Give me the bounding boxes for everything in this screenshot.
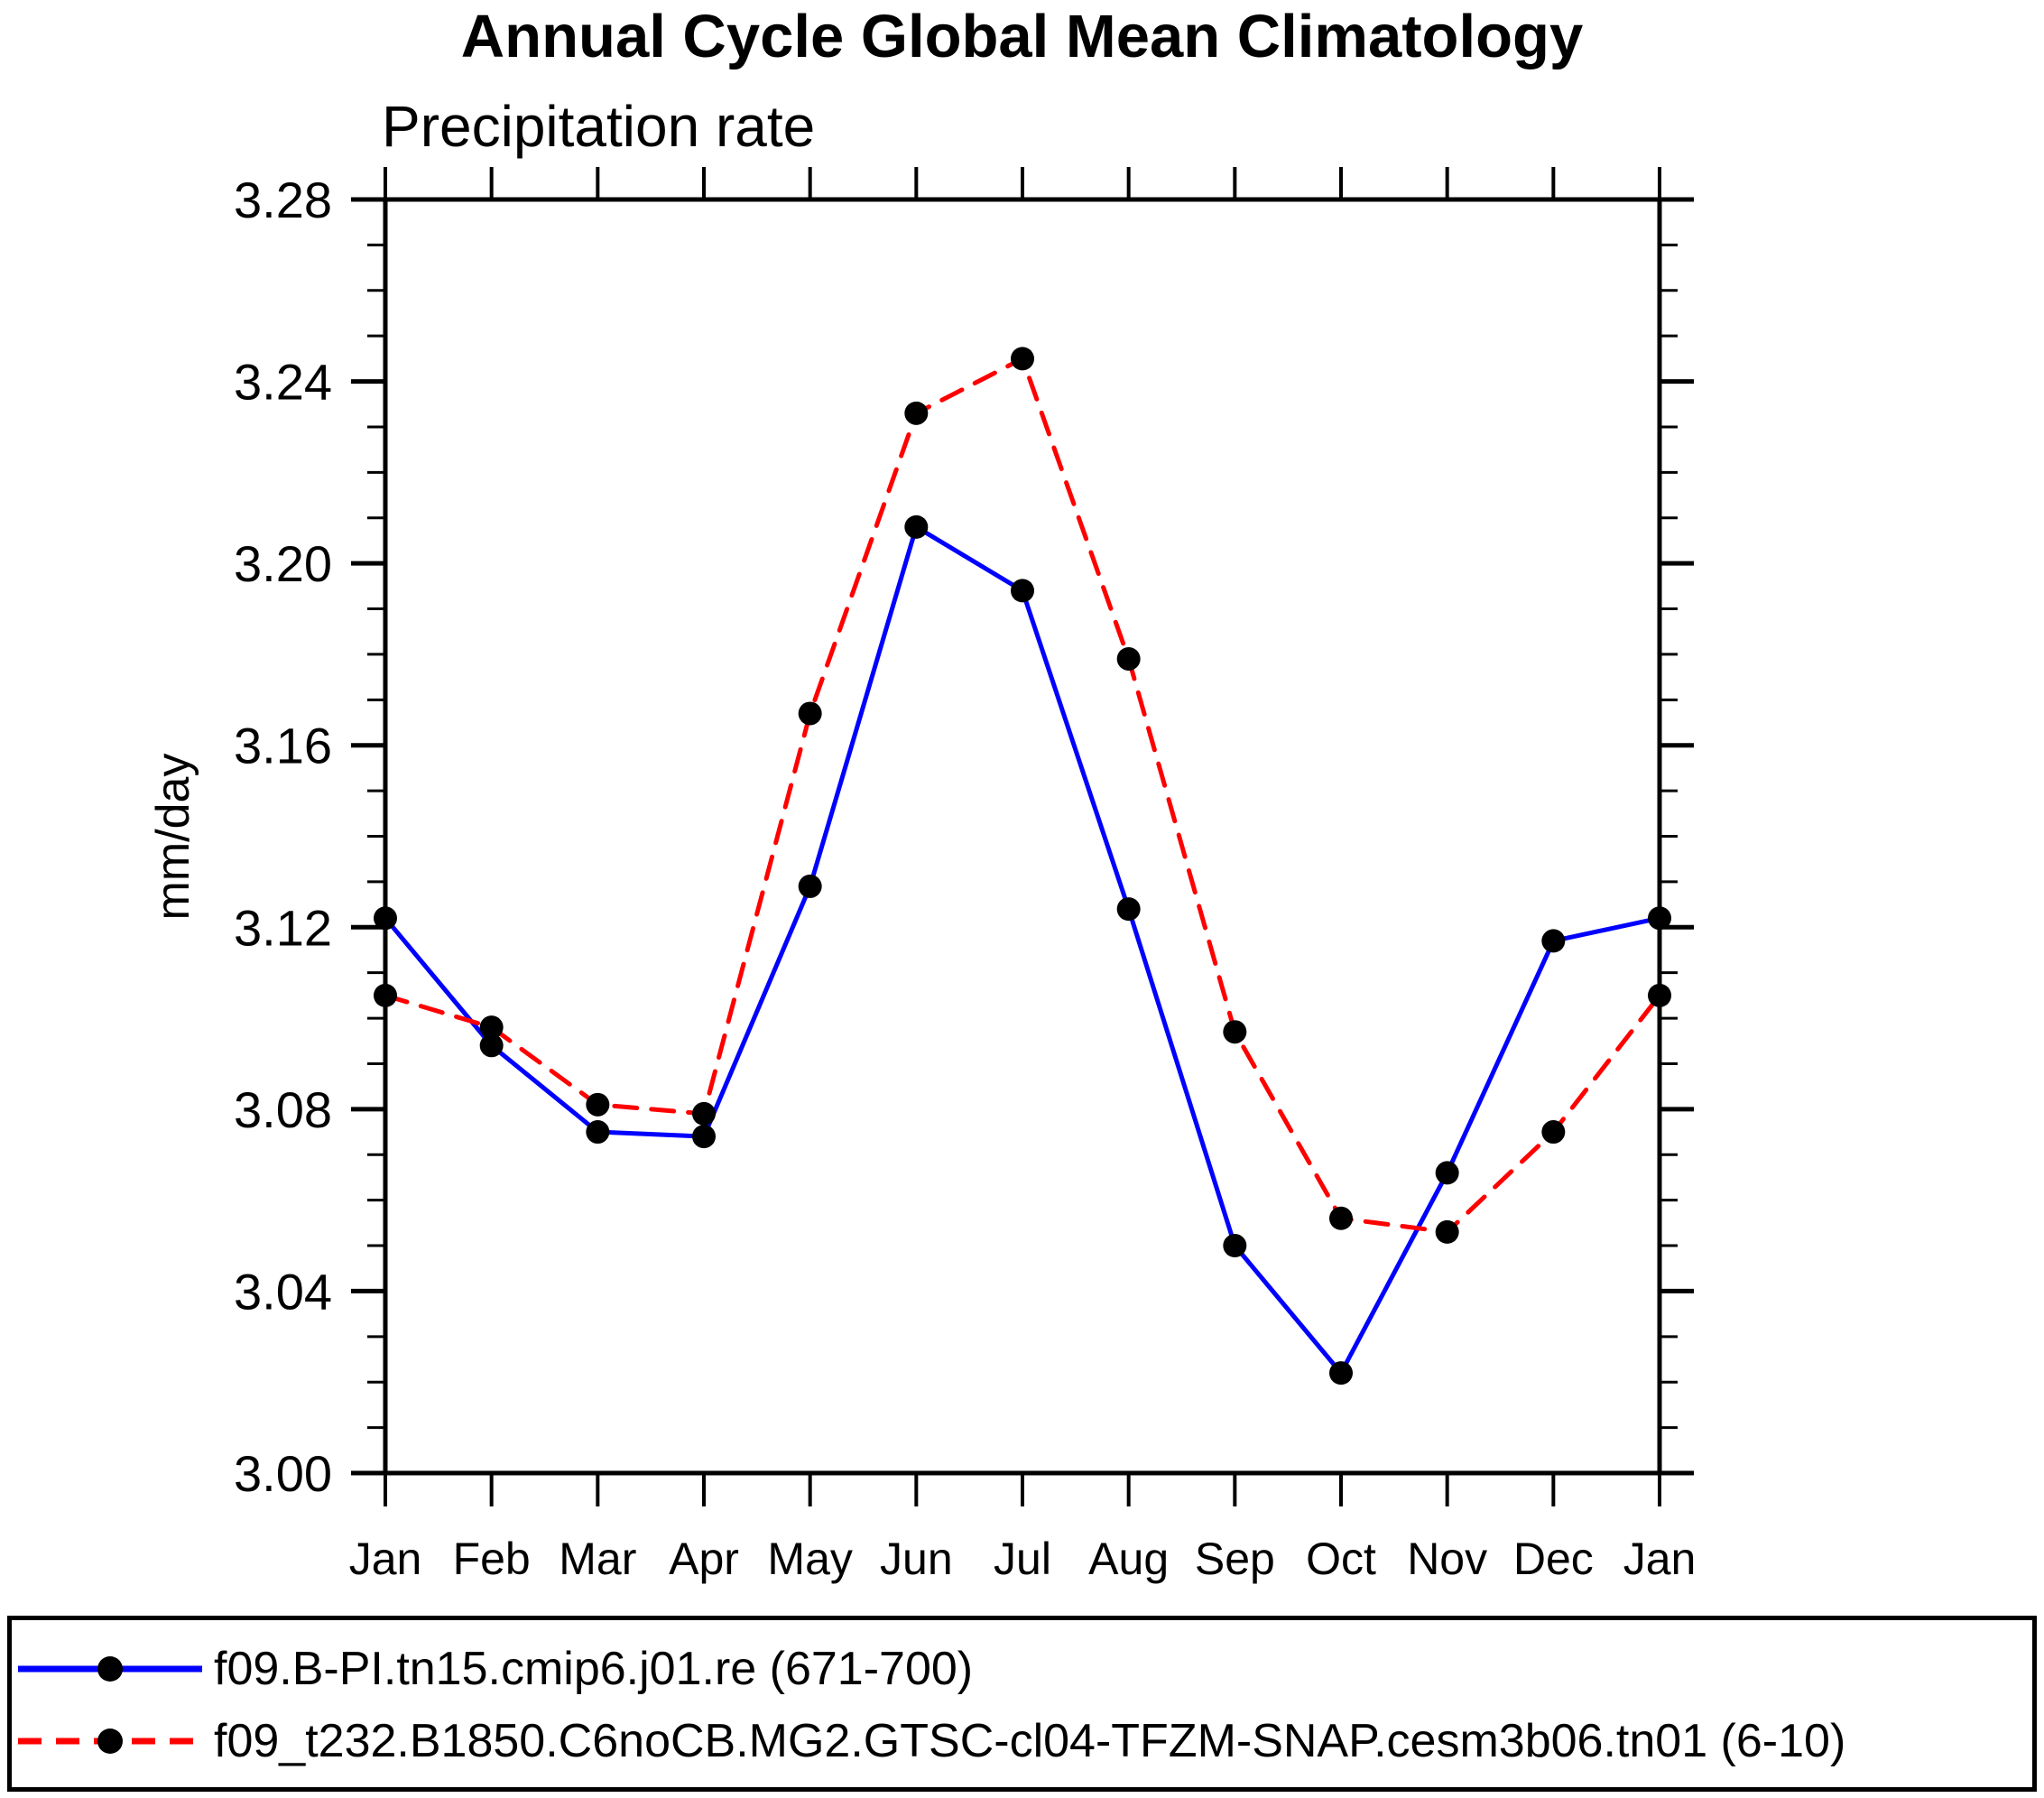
y-tick-label: 3.04: [234, 1263, 332, 1320]
legend-row-blue: f09.B-PI.tn15.cmip6.j01.re (671-700): [12, 1643, 974, 1695]
x-tick-label: Jan: [1623, 1534, 1697, 1584]
data-point-marker: [692, 1101, 716, 1126]
y-tick-label: 3.00: [234, 1445, 332, 1502]
data-point-marker: [586, 1092, 610, 1117]
data-point-marker: [374, 906, 397, 931]
data-point-marker: [1223, 1020, 1247, 1044]
data-point-marker: [1011, 347, 1034, 371]
x-tick-label: Nov: [1407, 1534, 1487, 1584]
legend-line-sample-blue: [18, 1656, 202, 1682]
legend-row-red: f09_t232.B1850.C6noCB.MG2.GTSC-cl04-TFZM…: [12, 1715, 1846, 1767]
data-point-marker: [1223, 1234, 1247, 1258]
data-point-marker: [798, 701, 822, 726]
page-title: Annual Cycle Global Mean Climatology: [460, 3, 1584, 70]
y-tick-label: 3.08: [234, 1081, 332, 1138]
series-line-red: [383, 356, 1662, 1235]
data-point-marker: [1011, 579, 1034, 603]
data-point-marker: [1329, 1361, 1353, 1386]
x-tick-label: Aug: [1088, 1534, 1169, 1584]
x-tick-label: Feb: [453, 1534, 531, 1584]
data-point-marker: [479, 1015, 504, 1040]
data-point-marker: [1541, 1120, 1566, 1145]
y-tick-label: 3.16: [234, 718, 332, 774]
legend-line-sample-red: [18, 1728, 202, 1754]
data-point-marker: [479, 1033, 504, 1058]
data-point-marker: [904, 514, 929, 539]
data-point-marker: [1329, 1206, 1353, 1230]
data-point-marker: [1648, 983, 1671, 1007]
y-tick-label: 3.28: [234, 171, 332, 228]
y-tick-label: 3.20: [234, 535, 332, 592]
x-tick-label: Oct: [1306, 1534, 1376, 1584]
data-point-marker: [1435, 1219, 1459, 1244]
data-point-marker: [904, 401, 929, 425]
x-tick-label: Sep: [1195, 1534, 1275, 1584]
x-tick-label: Apr: [669, 1534, 739, 1584]
y-tick-label: 3.12: [234, 899, 332, 956]
legend-label-red: f09_t232.B1850.C6noCB.MG2.GTSC-cl04-TFZM…: [214, 1715, 1846, 1767]
data-point-marker: [374, 983, 397, 1007]
filled-circle-icon: [97, 1728, 123, 1754]
data-point-marker: [1116, 897, 1141, 922]
data-point-marker: [1435, 1161, 1459, 1185]
data-point-marker: [692, 1125, 716, 1149]
legend-label-blue: f09.B-PI.tn15.cmip6.j01.re (671-700): [214, 1643, 974, 1695]
data-point-marker: [1116, 646, 1141, 671]
x-tick-label: Dec: [1513, 1534, 1594, 1584]
x-tick-label: Jul: [994, 1534, 1051, 1584]
data-point-marker: [1648, 906, 1671, 931]
data-point-marker: [1541, 929, 1566, 953]
x-tick-label: May: [767, 1534, 852, 1584]
x-tick-label: Mar: [559, 1534, 636, 1584]
data-point-marker: [586, 1120, 610, 1145]
legend-box: f09.B-PI.tn15.cmip6.j01.re (671-700) f09…: [7, 1616, 2037, 1792]
series-line-blue: [383, 524, 1662, 1376]
y-tick-label: 3.24: [234, 354, 332, 411]
filled-circle-icon: [97, 1656, 123, 1682]
x-tick-label: Jan: [349, 1534, 422, 1584]
data-point-marker: [798, 874, 822, 898]
chart-subtitle: Precipitation rate: [382, 94, 816, 159]
x-tick-label: Jun: [880, 1534, 953, 1584]
